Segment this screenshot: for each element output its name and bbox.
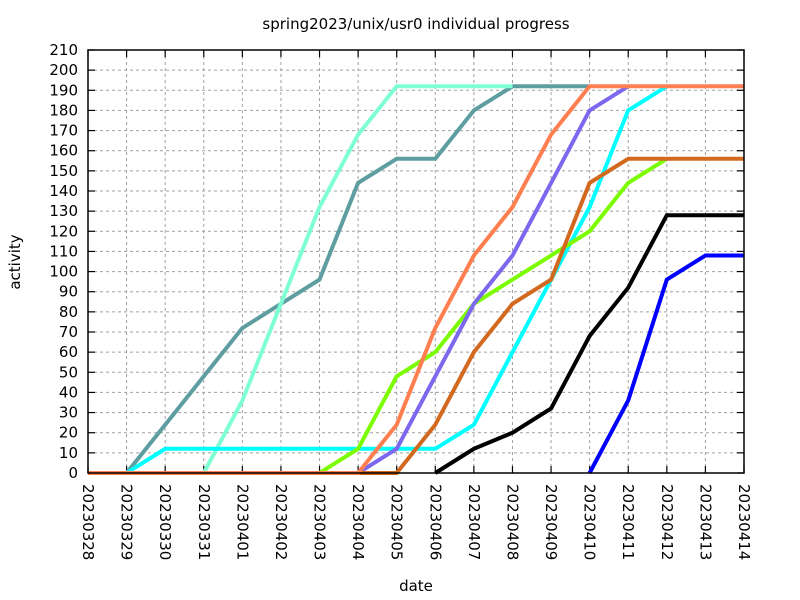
y-tick-label: 110 — [49, 242, 78, 260]
y-axis-label: activity — [6, 234, 24, 289]
y-axis-ticks: 0 10 20 30 40 50 60 70 80 90 100 110 120 130 140 150 160… — [49, 41, 744, 482]
y-tick-label: 130 — [49, 202, 78, 220]
x-tick-label: 20230410 — [581, 484, 599, 560]
y-tick-label: 20 — [59, 424, 78, 442]
series-line-blue — [587, 253, 744, 474]
y-tick-label: 70 — [59, 323, 78, 341]
x-tick-label: 20230402 — [272, 484, 290, 560]
x-axis-ticks: 20230328 20230329 20230330 20230331 20230401… — [79, 50, 753, 560]
y-tick-label: 50 — [59, 363, 78, 381]
y-tick-label: 170 — [49, 122, 78, 140]
x-tick-label: 20230407 — [465, 484, 483, 560]
y-tick-label: 80 — [59, 303, 78, 321]
chart-title: spring2023/unix/usr0 individual progress — [262, 15, 569, 33]
y-tick-label: 190 — [49, 81, 78, 99]
y-tick-label: 40 — [59, 383, 78, 401]
x-tick-label: 20230411 — [619, 484, 637, 560]
x-tick-label: 20230405 — [388, 484, 406, 560]
x-tick-label: 20230403 — [311, 484, 329, 560]
x-tick-label: 20230404 — [349, 484, 367, 560]
grid-lines — [88, 50, 744, 473]
series-lines — [88, 84, 744, 475]
y-tick-label: 160 — [49, 142, 78, 160]
x-tick-label: 20230331 — [195, 484, 213, 560]
x-tick-label: 20230412 — [658, 484, 676, 560]
x-tick-label: 20230414 — [735, 484, 753, 560]
x-tick-label: 20230328 — [79, 484, 97, 560]
y-tick-label: 0 — [68, 464, 78, 482]
x-tick-label: 20230409 — [542, 484, 560, 560]
x-tick-label: 20230408 — [503, 484, 521, 560]
y-tick-label: 90 — [59, 283, 78, 301]
y-tick-label: 10 — [59, 444, 78, 462]
y-tick-label: 120 — [49, 222, 78, 240]
series-line-cadetblue — [88, 84, 590, 475]
x-tick-label: 20230413 — [696, 484, 714, 560]
y-tick-label: 200 — [49, 61, 78, 79]
x-tick-label: 20230329 — [118, 484, 136, 560]
y-tick-label: 100 — [49, 263, 78, 281]
plot-frame — [87, 49, 745, 474]
y-tick-label: 210 — [49, 41, 78, 59]
x-tick-label: 20230406 — [426, 484, 444, 560]
x-axis-label: date — [399, 577, 433, 595]
y-tick-label: 30 — [59, 404, 78, 422]
x-tick-label: 20230330 — [156, 484, 174, 560]
y-tick-label: 180 — [49, 101, 78, 119]
y-tick-label: 140 — [49, 182, 78, 200]
series-line-black — [434, 213, 744, 475]
y-tick-label: 60 — [59, 343, 78, 361]
y-tick-label: 150 — [49, 162, 78, 180]
series-line-chocolate — [88, 156, 744, 475]
x-tick-label: 20230401 — [233, 484, 251, 560]
